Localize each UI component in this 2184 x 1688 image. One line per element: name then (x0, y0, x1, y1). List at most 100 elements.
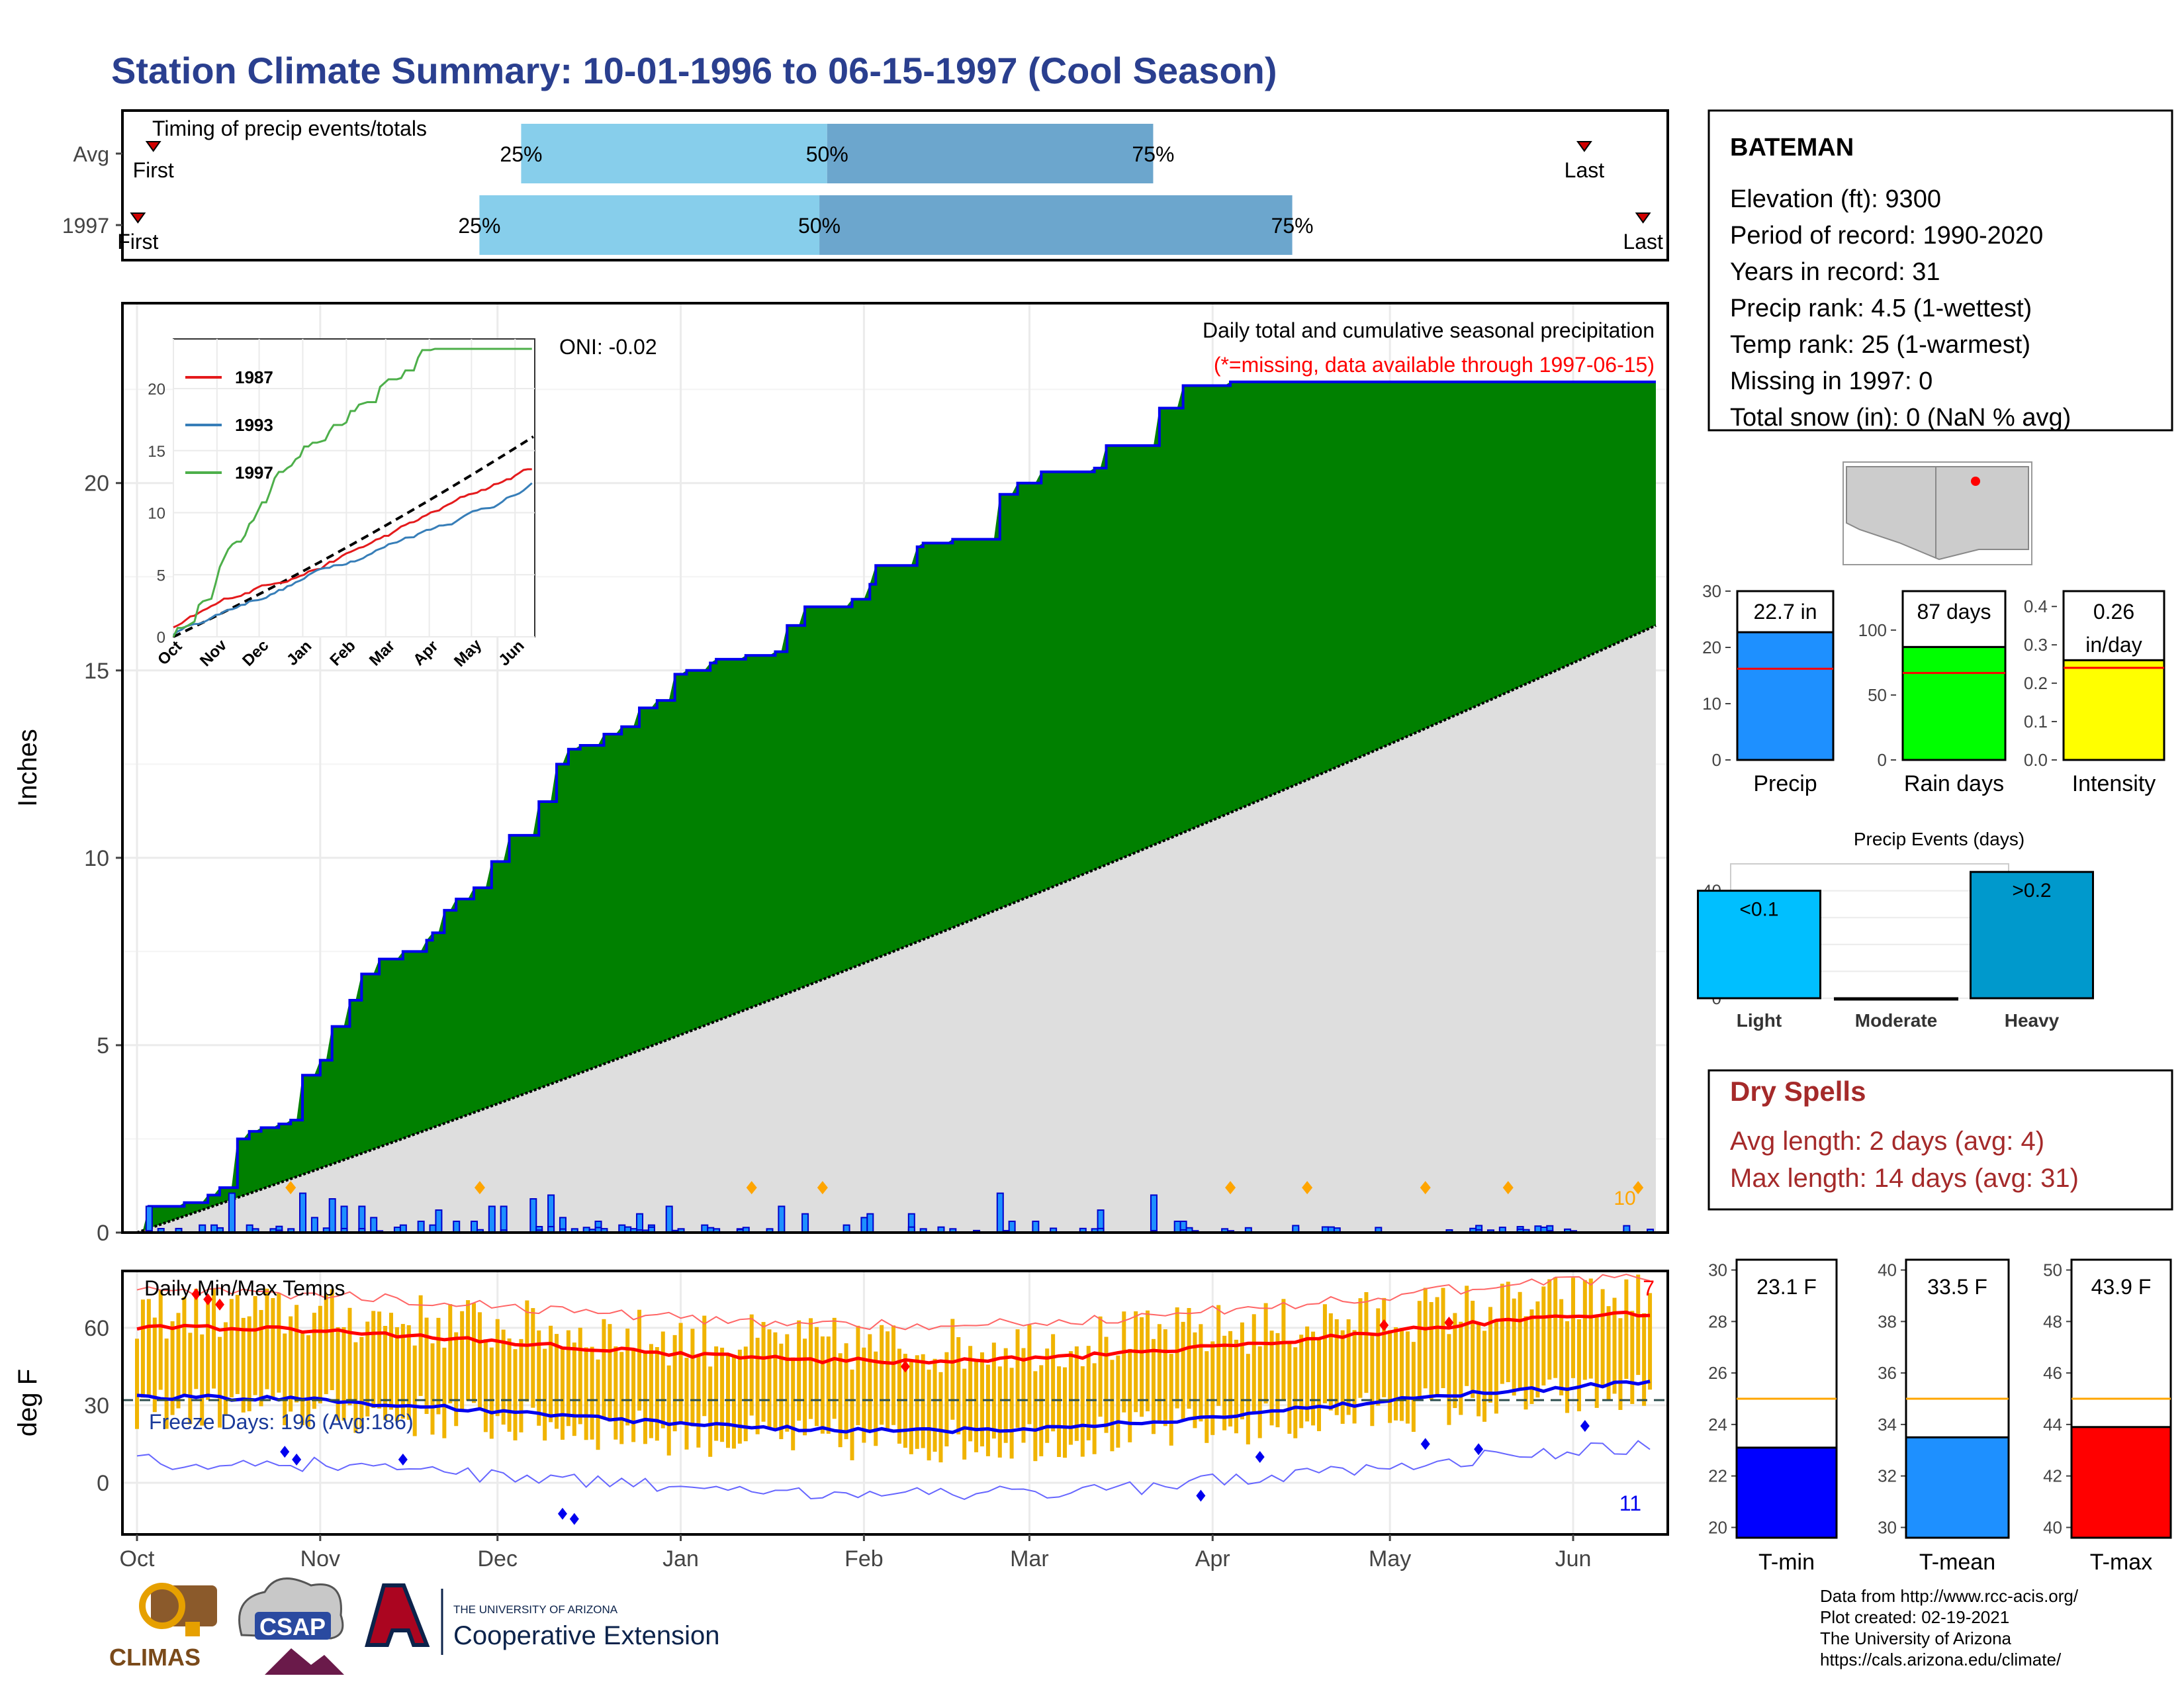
daily-temp-bar (412, 1345, 417, 1436)
footer-line: Plot created: 02-19-2021 (1820, 1607, 2010, 1627)
small-bar-label: Rain days (1904, 771, 2004, 796)
daily-temp-bar (1370, 1333, 1375, 1427)
month-tick-label: Apr (1195, 1546, 1230, 1571)
inset-series-line (173, 468, 532, 629)
dry-spells-frame (1707, 1069, 2173, 1211)
station-location-marker (1971, 477, 1980, 486)
temp-bar-y-tick: 26 (1708, 1363, 1727, 1383)
average-max-line (136, 1310, 1651, 1365)
pct-label-25: 25% (500, 142, 542, 166)
temp-title: Daily Min/Max Temps (144, 1276, 345, 1300)
daily-temp-bar (1027, 1325, 1032, 1425)
daily-temp-bar (1394, 1327, 1398, 1421)
small-bar-y-tick: 100 (1858, 620, 1887, 640)
y-tick-label: 30 (84, 1393, 109, 1419)
daily-temp-bar (347, 1307, 352, 1405)
daily-temp-bar (483, 1339, 488, 1432)
daily-temp-bar (359, 1336, 364, 1429)
daily-temp-bar (1098, 1316, 1103, 1417)
daily-temp-bar (330, 1289, 334, 1391)
freeze-days-label: Freeze Days: 196 (Avg:186) (149, 1410, 414, 1434)
daily-precip-bar (860, 1217, 868, 1234)
daily-temp-bar (1358, 1298, 1363, 1398)
daily-temp-bar (1512, 1298, 1516, 1396)
daily-temp-bar (477, 1312, 482, 1411)
small-bar-y-tick: 0.4 (2024, 596, 2048, 616)
temp-value-bar (2070, 1426, 2172, 1539)
daily-temp-bar (424, 1317, 429, 1415)
daily-temp-bar (1157, 1324, 1161, 1423)
daily-temp-bar (779, 1343, 784, 1440)
station-info-box: BATEMAN Elevation (ft): 9300 Period of rec… (1707, 109, 2173, 432)
small-bar-label: Intensity (2072, 771, 2156, 796)
csap-logo: CSAP (238, 1577, 344, 1675)
daily-temp-bar (1606, 1306, 1611, 1401)
daily-temp-bar (684, 1358, 689, 1450)
record-high-marker (900, 1360, 910, 1373)
temp-value-bar (1905, 1436, 2010, 1539)
station-detail: Missing in 1997: 0 (1730, 367, 1933, 395)
event-category-label: Moderate (1855, 1010, 1937, 1031)
daily-temp-bar (1169, 1354, 1173, 1446)
station-detail: Years in record: 31 (1730, 258, 1940, 286)
daily-temp-bar (991, 1342, 996, 1439)
daily-temp-bar (1251, 1314, 1256, 1413)
daily-temp-bar (631, 1349, 636, 1442)
daily-precip-bar (665, 1205, 673, 1234)
daily-temp-bar (188, 1333, 193, 1425)
month-tick-label: Oct (120, 1546, 155, 1571)
daily-precip-bar (328, 1198, 336, 1233)
daily-temp-bar (927, 1370, 931, 1461)
heavy-count-label: 10 (1614, 1188, 1635, 1209)
daily-temp-bar (814, 1327, 819, 1427)
daily-temp-bar (672, 1335, 677, 1432)
daily-temp-bar (1293, 1347, 1298, 1438)
daily-temp-bar (1535, 1301, 1540, 1398)
daily-temp-bar (1630, 1311, 1635, 1404)
daily-temp-bar (660, 1331, 665, 1429)
daily-temp-bar (602, 1319, 606, 1418)
daily-temp-bar (1311, 1331, 1316, 1426)
daily-temp-bar (731, 1356, 736, 1449)
daily-temp-bar (525, 1300, 529, 1402)
temperature-bars: 20 22 24 26 28 30 23.1 F T-min 30 32 34 36 38 40 33.5 … (1708, 1258, 2172, 1575)
daily-temp-bar (1594, 1315, 1599, 1408)
pct-label-50: 50% (798, 214, 841, 238)
record-low-marker (1255, 1450, 1265, 1463)
daily-temp-bar (950, 1319, 955, 1420)
daily-temp-bar (714, 1346, 719, 1441)
daily-temp-bar (1057, 1366, 1062, 1458)
record-low-marker (1474, 1443, 1484, 1456)
daily-temp-bar (1547, 1279, 1552, 1380)
daily-temp-bar (820, 1336, 825, 1434)
daily-temp-bar (383, 1326, 388, 1421)
label-box (1901, 590, 2007, 648)
daily-precip-bar (1008, 1221, 1016, 1233)
daily-temp-bar (1140, 1317, 1144, 1417)
small-bar-y-tick: 50 (1868, 685, 1887, 705)
daily-temp-bar (1146, 1310, 1150, 1412)
daily-temp-bar (200, 1334, 205, 1426)
last-event-label: Last (1623, 230, 1663, 254)
value-bar (1901, 645, 2007, 761)
daily-temp-bar (1541, 1286, 1546, 1385)
daily-temp-bar (182, 1297, 187, 1396)
record-low-marker (398, 1453, 408, 1466)
daily-temp-bar (1618, 1318, 1623, 1410)
daily-precip-bar (996, 1192, 1004, 1233)
inset-legend-label: 1993 (235, 415, 273, 435)
daily-temp-bar (1405, 1331, 1410, 1424)
month-tick-label: Dec (477, 1546, 517, 1571)
daily-temp-bar (460, 1311, 465, 1409)
daily-temp-bar (572, 1342, 576, 1436)
daily-temp-bar (1346, 1319, 1351, 1415)
daily-temp-bar (649, 1344, 653, 1438)
daily-temp-bar (1529, 1309, 1534, 1404)
heavy-event-marker (1420, 1181, 1431, 1195)
university-of-arizona-logo: THE UNIVERSITY OF ARIZONA Cooperative Ex… (365, 1583, 719, 1655)
daily-temp-bar (737, 1349, 742, 1444)
daily-temp-bar (170, 1321, 175, 1415)
daily-temp-bar (1352, 1330, 1357, 1424)
